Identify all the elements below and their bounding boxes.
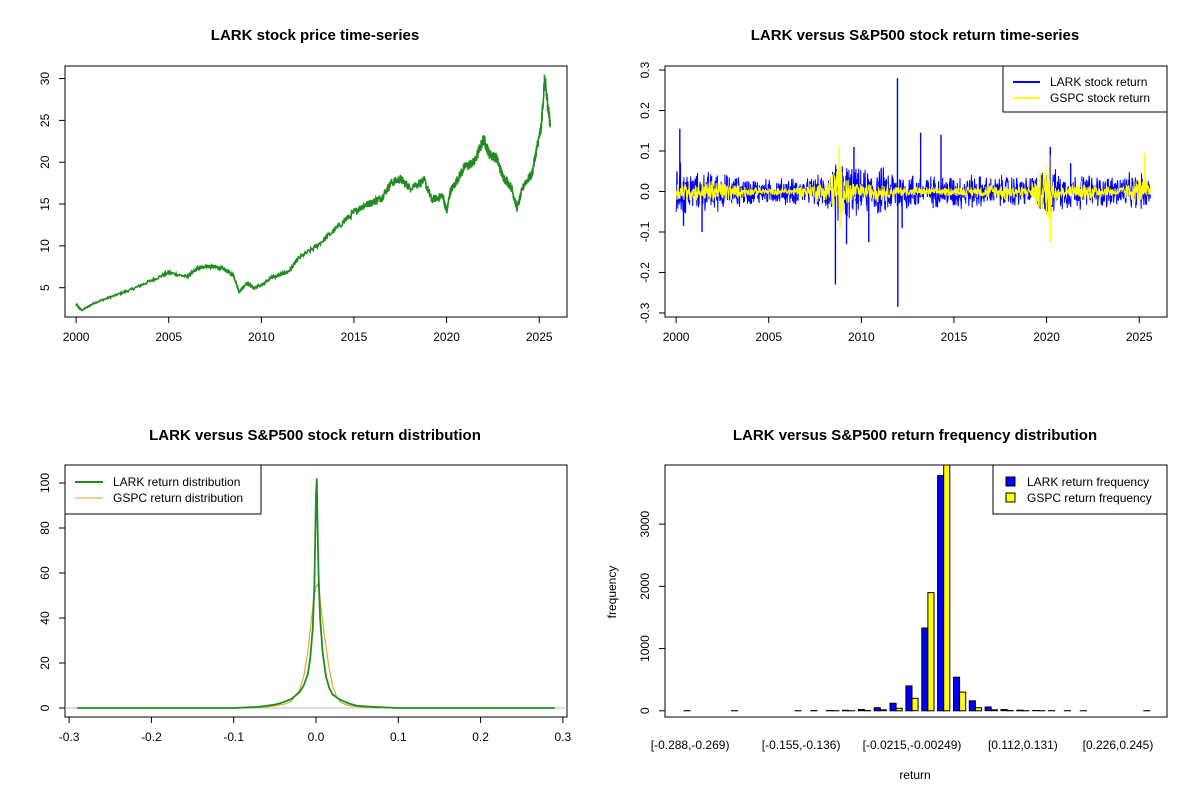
x-tick-label: -0.1 [223, 730, 244, 744]
gspc-return-line [675, 164, 1151, 219]
gspc-bar [943, 464, 951, 712]
x-tick-label: [-0.155,-0.136) [762, 738, 841, 752]
y-tick-label: 20 [38, 155, 52, 169]
y-tick-label: 0 [638, 707, 652, 714]
price-chart: LARK stock price time-series 2000 2005 201… [38, 27, 568, 344]
x-tick-label: 0.1 [390, 730, 407, 744]
x-tick-label: [0.112,0.131) [988, 738, 1058, 752]
x-tick-label: 2000 [663, 330, 690, 344]
x-tick-label: 2015 [341, 330, 368, 344]
legend-label: GSPC return distribution [113, 491, 243, 505]
lark-bar [889, 702, 897, 712]
gspc-bar [974, 707, 983, 712]
lark-bar [1000, 709, 1008, 712]
y-tick-label: 2000 [638, 573, 652, 600]
gspc-bar [911, 697, 919, 712]
legend-box [64, 464, 262, 515]
y-tick-label: 40 [38, 611, 52, 625]
gspc-bar [895, 707, 903, 712]
lark-bar [984, 706, 992, 712]
x-tick-label: 2015 [941, 330, 968, 344]
y-tick-label: 0.3 [638, 61, 652, 78]
x-tick-label: 2010 [848, 330, 875, 344]
x-tick-label: [-0.0215,-0.00249) [863, 738, 962, 752]
y-tick-label: 0.0 [638, 183, 652, 200]
chart-title: LARK versus S&P500 stock return distribu… [149, 427, 481, 444]
y-tick-label: 30 [38, 72, 52, 86]
y-tick-label: 60 [38, 566, 52, 580]
chart-title: LARK versus S&P500 stock return time-ser… [751, 27, 1079, 44]
x-axis-label: return [899, 768, 930, 782]
y-tick-label: 0.1 [638, 142, 652, 159]
x-tick-label: 2005 [755, 330, 782, 344]
y-tick-label: 80 [38, 521, 52, 535]
frequency-chart: LARK versus S&P500 return frequency dist… [605, 427, 1168, 782]
plot-frame [64, 65, 568, 318]
x-tick-label: 0.0 [308, 730, 325, 744]
y-tick-label: 100 [38, 473, 52, 493]
lark-bar [968, 700, 976, 712]
y-tick-label: 0 [38, 704, 52, 711]
chart-title: LARK stock price time-series [211, 27, 419, 44]
x-tick-label: 2025 [526, 330, 553, 344]
lark-bar [921, 627, 929, 712]
y-tick-label: -0.3 [638, 302, 652, 323]
gspc-bar [990, 709, 998, 712]
x-tick-label: [0.226,0.245) [1083, 738, 1154, 752]
x-tick-label: [-0.288,-0.269) [651, 738, 730, 752]
legend: LARK return distribution GSPC return dis… [64, 464, 262, 515]
x-tick-label: 0.3 [555, 730, 572, 744]
y-tick-label: 5 [38, 284, 52, 291]
gspc-bar [959, 691, 967, 712]
y-tick-label: 3000 [638, 510, 652, 537]
y-tick-label: 10 [38, 239, 52, 253]
y-tick-label: 1000 [638, 635, 652, 662]
legend-label: LARK stock return [1050, 75, 1147, 89]
lark-bar [873, 707, 881, 712]
lark-bar [842, 709, 850, 712]
legend-label: LARK return frequency [1027, 475, 1149, 489]
lark-density-line [77, 478, 555, 709]
lark-bar [1016, 709, 1024, 712]
lark-bar [953, 676, 961, 712]
price-line [75, 74, 552, 312]
chart-title: LARK versus S&P500 return frequency dist… [733, 427, 1097, 444]
x-tick-label: 2000 [63, 330, 90, 344]
legend-box [1002, 65, 1168, 113]
return-chart: LARK versus S&P500 stock return time-ser… [638, 27, 1168, 344]
lark-bar [857, 709, 866, 712]
y-tick-label: 0.2 [638, 102, 652, 119]
x-tick-label: -0.3 [59, 730, 80, 744]
y-tick-label: 20 [38, 656, 52, 670]
legend-swatch [1005, 476, 1016, 487]
x-tick-label: 2020 [1033, 330, 1060, 344]
y-tick-label: 25 [38, 113, 52, 127]
y-tick-label: 15 [38, 197, 52, 211]
x-tick-label: 2010 [248, 330, 275, 344]
x-tick-label: 2020 [433, 330, 460, 344]
x-tick-label: -0.2 [141, 730, 162, 744]
x-tick-label: 2005 [155, 330, 182, 344]
y-tick-label: -0.2 [638, 262, 652, 283]
lark-bar [905, 685, 913, 712]
gspc-bar [879, 709, 887, 712]
legend: LARK stock return GSPC stock return [1002, 65, 1168, 113]
x-tick-label: 0.2 [472, 730, 489, 744]
x-tick-label: 2025 [1126, 330, 1153, 344]
legend-label: GSPC stock return [1050, 91, 1150, 105]
legend-label: GSPC return frequency [1027, 491, 1152, 505]
legend-box [992, 464, 1168, 515]
legend-label: LARK return distribution [113, 475, 240, 489]
y-axis-label: frequency [605, 566, 619, 619]
distribution-chart: LARK versus S&P500 stock return distribu… [38, 427, 572, 744]
gspc-density-line [77, 583, 555, 709]
y-tick-label: -0.1 [638, 221, 652, 242]
gspc-bar [927, 592, 935, 712]
lark-bar [937, 475, 945, 712]
legend-swatch [1005, 492, 1016, 503]
legend: LARK return frequency GSPC return freque… [992, 464, 1168, 515]
